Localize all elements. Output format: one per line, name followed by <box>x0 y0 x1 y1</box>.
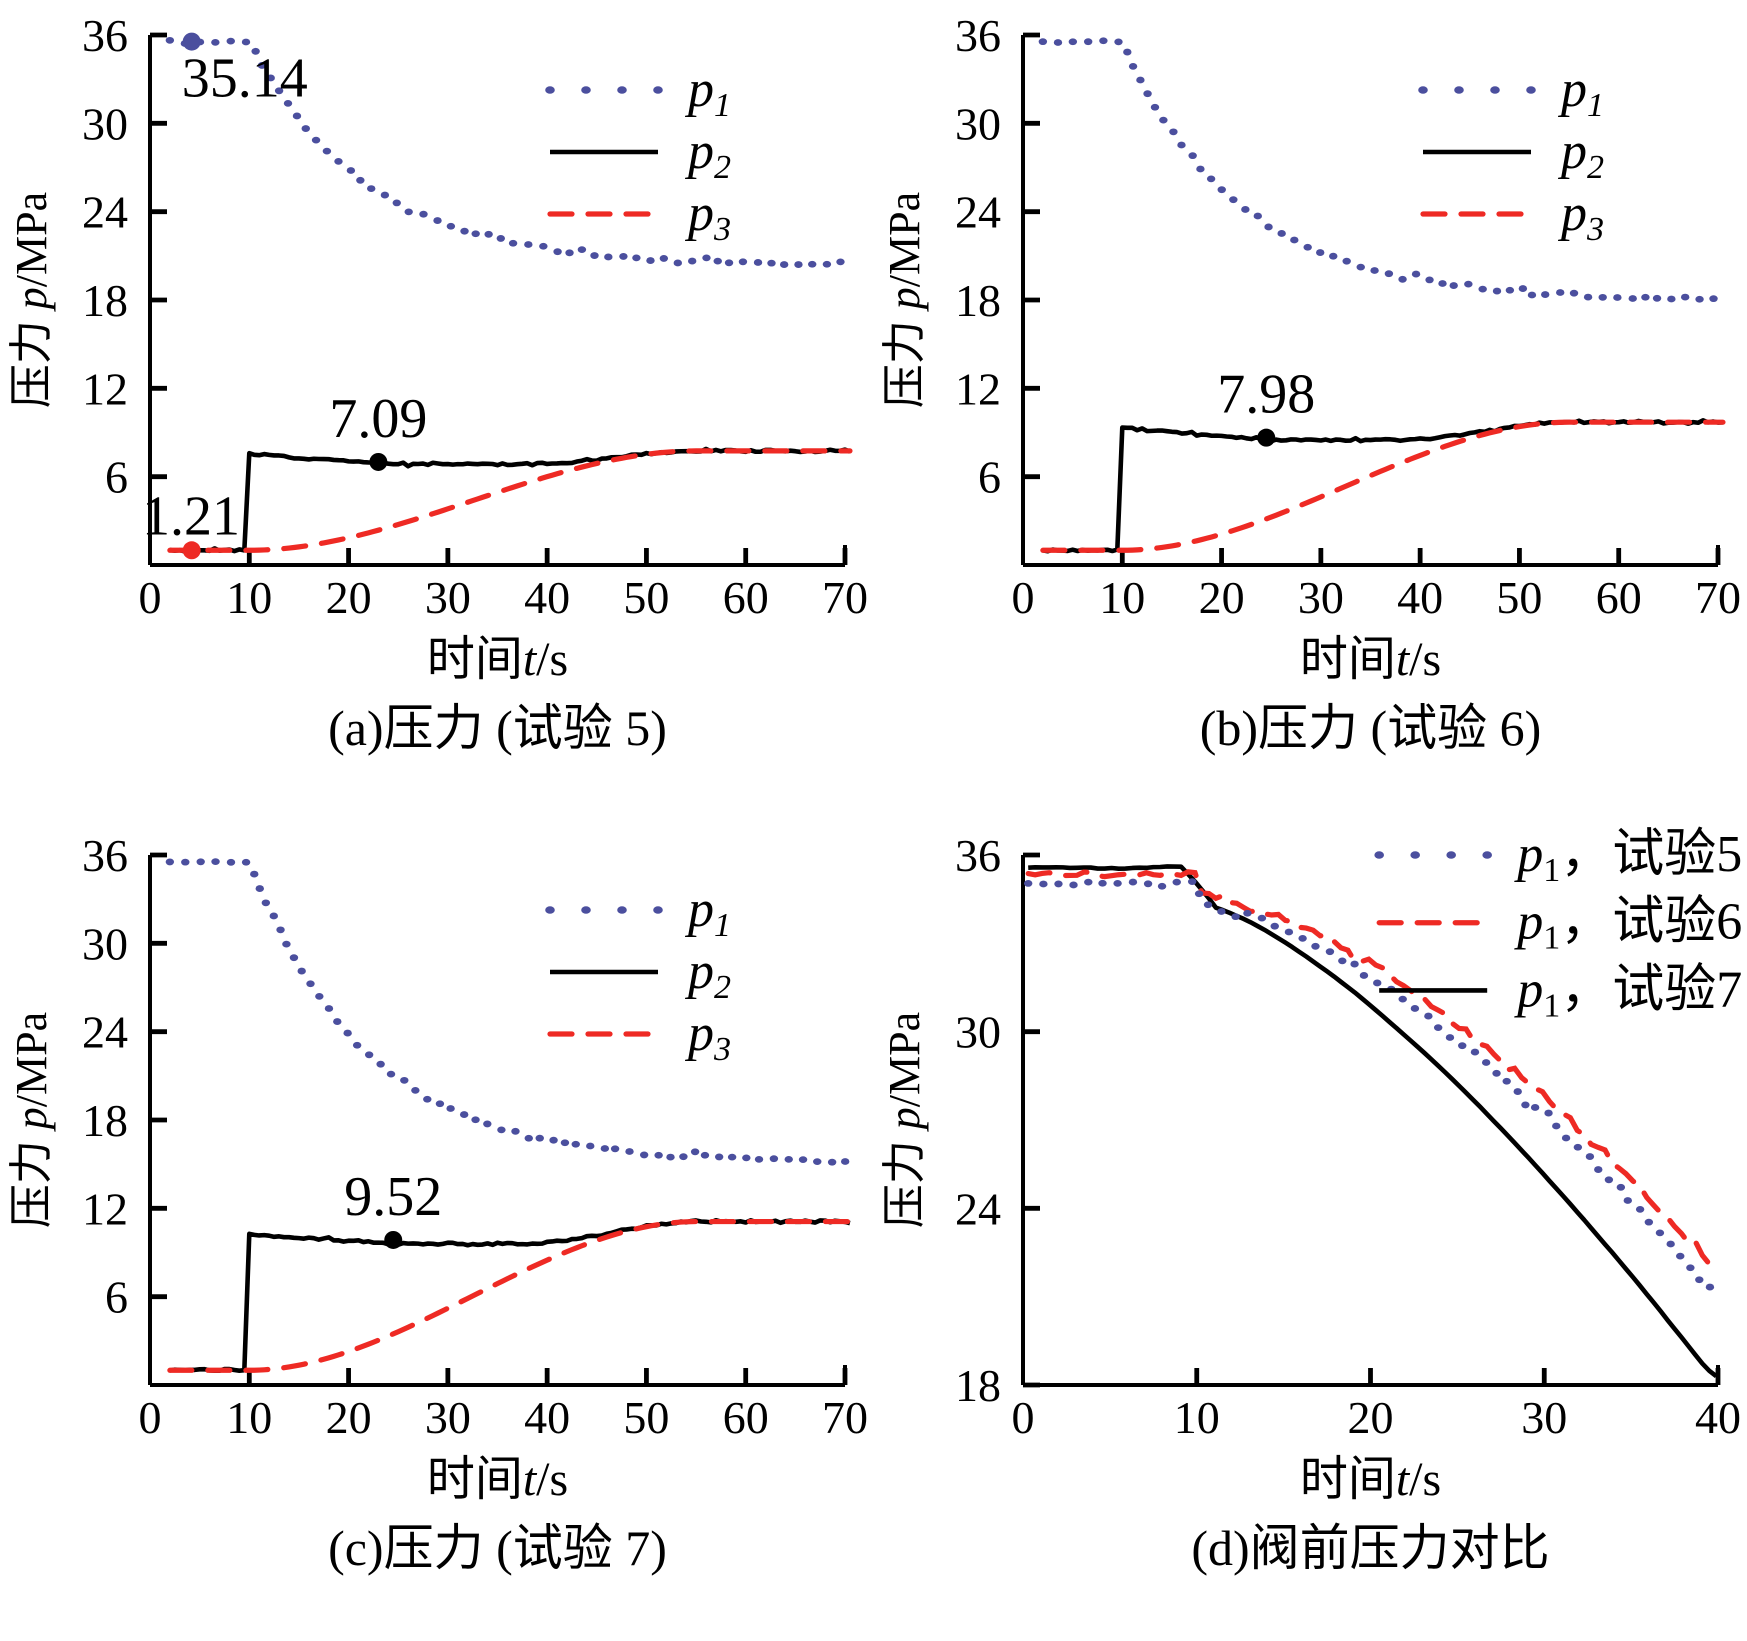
svg-text:p1: p1 <box>684 881 731 944</box>
svg-text:压力 p/MPa: 压力 p/MPa <box>880 192 929 408</box>
svg-text:18: 18 <box>955 275 1001 326</box>
svg-text:p3: p3 <box>1557 185 1604 248</box>
svg-text:40: 40 <box>1695 1392 1741 1443</box>
svg-text:12: 12 <box>82 363 128 414</box>
svg-text:30: 30 <box>82 98 128 149</box>
svg-text:时间t/s: 时间t/s <box>427 1453 568 1506</box>
svg-text:30: 30 <box>82 918 128 969</box>
svg-text:0: 0 <box>1012 1392 1035 1443</box>
svg-text:压力 p/MPa: 压力 p/MPa <box>880 1012 929 1228</box>
svg-text:12: 12 <box>955 363 1001 414</box>
svg-text:36: 36 <box>82 10 128 61</box>
svg-text:p1: p1 <box>1557 61 1604 124</box>
svg-text:10: 10 <box>226 1392 272 1443</box>
svg-text:9.52: 9.52 <box>344 1166 442 1228</box>
svg-text:(b)压力 (试验 6): (b)压力 (试验 6) <box>1200 700 1542 756</box>
svg-text:(d)阀前压力对比: (d)阀前压力对比 <box>1191 1520 1549 1576</box>
svg-text:压力 p/MPa: 压力 p/MPa <box>7 1012 56 1228</box>
svg-text:时间t/s: 时间t/s <box>1300 633 1441 686</box>
svg-text:40: 40 <box>1397 572 1443 623</box>
svg-text:70: 70 <box>822 1392 868 1443</box>
svg-text:10: 10 <box>1099 572 1145 623</box>
svg-text:36: 36 <box>955 10 1001 61</box>
svg-text:0: 0 <box>139 572 162 623</box>
svg-text:p1: p1 <box>684 61 731 124</box>
svg-text:20: 20 <box>1348 1392 1394 1443</box>
svg-text:60: 60 <box>1596 572 1642 623</box>
svg-text:p1，试验6: p1，试验6 <box>1513 894 1742 957</box>
svg-text:p2: p2 <box>684 943 731 1006</box>
svg-text:p3: p3 <box>684 1005 731 1068</box>
svg-text:6: 6 <box>105 1272 128 1323</box>
svg-text:18: 18 <box>82 275 128 326</box>
svg-text:24: 24 <box>82 1007 128 1058</box>
svg-text:30: 30 <box>955 98 1001 149</box>
svg-text:24: 24 <box>955 187 1001 238</box>
svg-text:50: 50 <box>623 1392 669 1443</box>
svg-text:(c)压力 (试验 7): (c)压力 (试验 7) <box>328 1520 667 1576</box>
svg-text:70: 70 <box>1695 572 1741 623</box>
svg-text:压力 p/MPa: 压力 p/MPa <box>7 192 56 408</box>
svg-text:24: 24 <box>955 1183 1001 1234</box>
svg-text:50: 50 <box>623 572 669 623</box>
svg-text:24: 24 <box>82 187 128 238</box>
svg-text:30: 30 <box>955 1007 1001 1058</box>
svg-text:p2: p2 <box>1557 123 1604 186</box>
svg-text:36: 36 <box>82 830 128 881</box>
svg-text:0: 0 <box>1012 572 1035 623</box>
svg-text:6: 6 <box>978 452 1001 503</box>
svg-text:时间t/s: 时间t/s <box>427 633 568 686</box>
svg-text:70: 70 <box>822 572 868 623</box>
svg-text:18: 18 <box>82 1095 128 1146</box>
svg-text:60: 60 <box>723 1392 769 1443</box>
svg-text:18: 18 <box>955 1360 1001 1411</box>
svg-text:60: 60 <box>723 572 769 623</box>
svg-text:6: 6 <box>105 452 128 503</box>
svg-text:30: 30 <box>425 572 471 623</box>
svg-text:p1，试验5: p1，试验5 <box>1513 826 1742 889</box>
svg-text:p1，试验7: p1，试验7 <box>1513 961 1742 1024</box>
svg-text:p3: p3 <box>684 185 731 248</box>
svg-text:20: 20 <box>1199 572 1245 623</box>
svg-text:30: 30 <box>1521 1392 1567 1443</box>
svg-text:(a)压力 (试验 5): (a)压力 (试验 5) <box>328 700 667 756</box>
svg-text:1.21: 1.21 <box>142 485 240 547</box>
svg-text:7.09: 7.09 <box>329 388 427 450</box>
svg-text:12: 12 <box>82 1183 128 1234</box>
svg-text:p2: p2 <box>684 123 731 186</box>
svg-text:35.14: 35.14 <box>182 48 308 110</box>
svg-text:30: 30 <box>425 1392 471 1443</box>
svg-text:20: 20 <box>326 572 372 623</box>
svg-text:10: 10 <box>226 572 272 623</box>
svg-text:36: 36 <box>955 830 1001 881</box>
svg-text:7.98: 7.98 <box>1217 364 1315 426</box>
svg-text:30: 30 <box>1298 572 1344 623</box>
svg-text:20: 20 <box>326 1392 372 1443</box>
svg-text:40: 40 <box>524 1392 570 1443</box>
svg-text:时间t/s: 时间t/s <box>1300 1453 1441 1506</box>
svg-text:0: 0 <box>139 1392 162 1443</box>
svg-text:40: 40 <box>524 572 570 623</box>
svg-text:10: 10 <box>1174 1392 1220 1443</box>
svg-text:50: 50 <box>1496 572 1542 623</box>
